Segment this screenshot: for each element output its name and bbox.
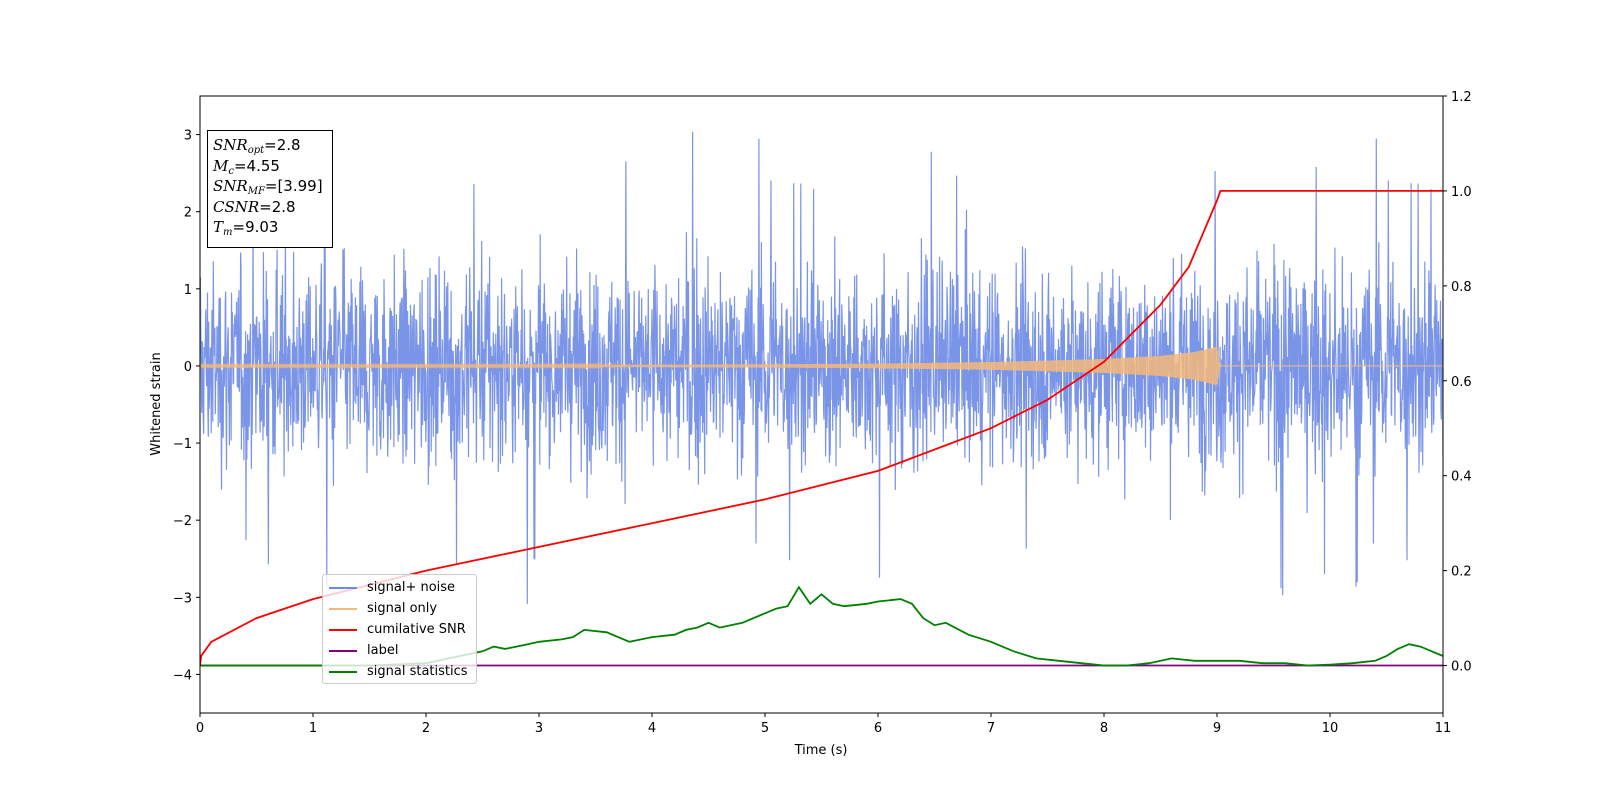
ticks-layer: 0 1 2 3 4 5 6 7 8 9 10 11 −4 −3 −2 −1 0 1 2 3 0.0 0.2 0.4 0.6 0.…: [173, 90, 1472, 736]
y-tick-label: −2: [173, 514, 192, 529]
legend-swatch-signal-only: [329, 607, 357, 610]
y-tick-label: −4: [173, 668, 192, 683]
series-signal-statistics: [200, 585, 1443, 667]
series-cumulative-snr: [200, 190, 1443, 666]
info-snr-opt: SNRopt=2.8: [213, 136, 301, 156]
legend-item-label: label: [329, 640, 476, 661]
x-tick-label: 7: [987, 721, 995, 736]
x-tick-label: 5: [761, 721, 769, 736]
y-tick-label: −3: [173, 591, 192, 606]
x-tick-label: 3: [535, 721, 543, 736]
legend-label-signal-only: signal only: [367, 601, 438, 616]
legend-item-cumulative-snr: cumilative SNR: [329, 619, 476, 640]
legend-swatch-cumulative-snr: [329, 628, 357, 631]
legend-label-cumulative-snr: cumilative SNR: [367, 622, 466, 637]
y2-tick-label: 0.0: [1451, 660, 1472, 675]
y-tick-label: 1: [184, 283, 192, 298]
y-tick-label: 3: [184, 129, 192, 144]
info-snr-opt-value: =2.8: [264, 136, 301, 154]
y-axis-label: Whitened strain: [149, 352, 164, 455]
x-tick-label: 8: [1100, 721, 1108, 736]
info-box: SNRopt=2.8 Mc=4.55 SNRMF=[3.99] CSNR=2.8…: [207, 130, 333, 248]
y-tick-label: 2: [184, 206, 192, 221]
y2-tick-label: 1.0: [1451, 185, 1472, 200]
info-mc: Mc=4.55: [213, 156, 280, 177]
x-tick-label: 11: [1435, 721, 1452, 736]
y2-tick-label: 0.2: [1451, 565, 1472, 580]
info-csnr-value: =2.8: [259, 197, 296, 216]
y2-tick-label: 0.8: [1451, 280, 1472, 295]
legend-label-signal-statistics: signal statistics: [367, 664, 468, 679]
series-signal-only: [200, 346, 1443, 386]
legend-label-label: label: [367, 643, 399, 658]
legend-swatch-signal-statistics: [329, 670, 357, 673]
y-tick-label: −1: [173, 437, 192, 452]
legend: signal+ noise signal only cumilative SNR…: [322, 574, 477, 684]
legend-label-signal-noise: signal+ noise: [367, 580, 456, 595]
x-axis-label: Time (s): [794, 743, 848, 758]
info-snr-mf-value: =[3.99]: [264, 177, 323, 195]
y2-tick-label: 0.4: [1451, 470, 1472, 485]
legend-item-signal-statistics: signal statistics: [329, 661, 476, 682]
info-tm: Tm=9.03: [213, 218, 279, 238]
legend-swatch-label: [329, 649, 357, 652]
y2-tick-label: 1.2: [1451, 90, 1472, 105]
info-mc-value: =4.55: [233, 156, 280, 175]
legend-item-signal-noise: signal+ noise: [329, 577, 476, 598]
x-tick-label: 4: [648, 721, 656, 736]
legend-swatch-signal-noise: [329, 586, 357, 589]
x-tick-label: 2: [422, 721, 430, 736]
x-tick-label: 6: [874, 721, 882, 736]
y2-tick-label: 0.6: [1451, 375, 1472, 390]
x-tick-label: 1: [309, 721, 317, 736]
legend-item-signal-only: signal only: [329, 598, 476, 619]
info-snr-mf: SNRMF=[3.99]: [213, 177, 323, 197]
y-tick-label: 0: [184, 360, 192, 375]
x-tick-label: 10: [1322, 721, 1339, 736]
plot-frame: [199, 95, 1444, 714]
x-tick-label: 0: [196, 721, 204, 736]
info-csnr: CSNR=2.8: [213, 197, 296, 216]
info-tm-value: =9.03: [232, 218, 279, 236]
series-signal-noise: [200, 131, 1443, 604]
x-tick-label: 9: [1213, 721, 1221, 736]
